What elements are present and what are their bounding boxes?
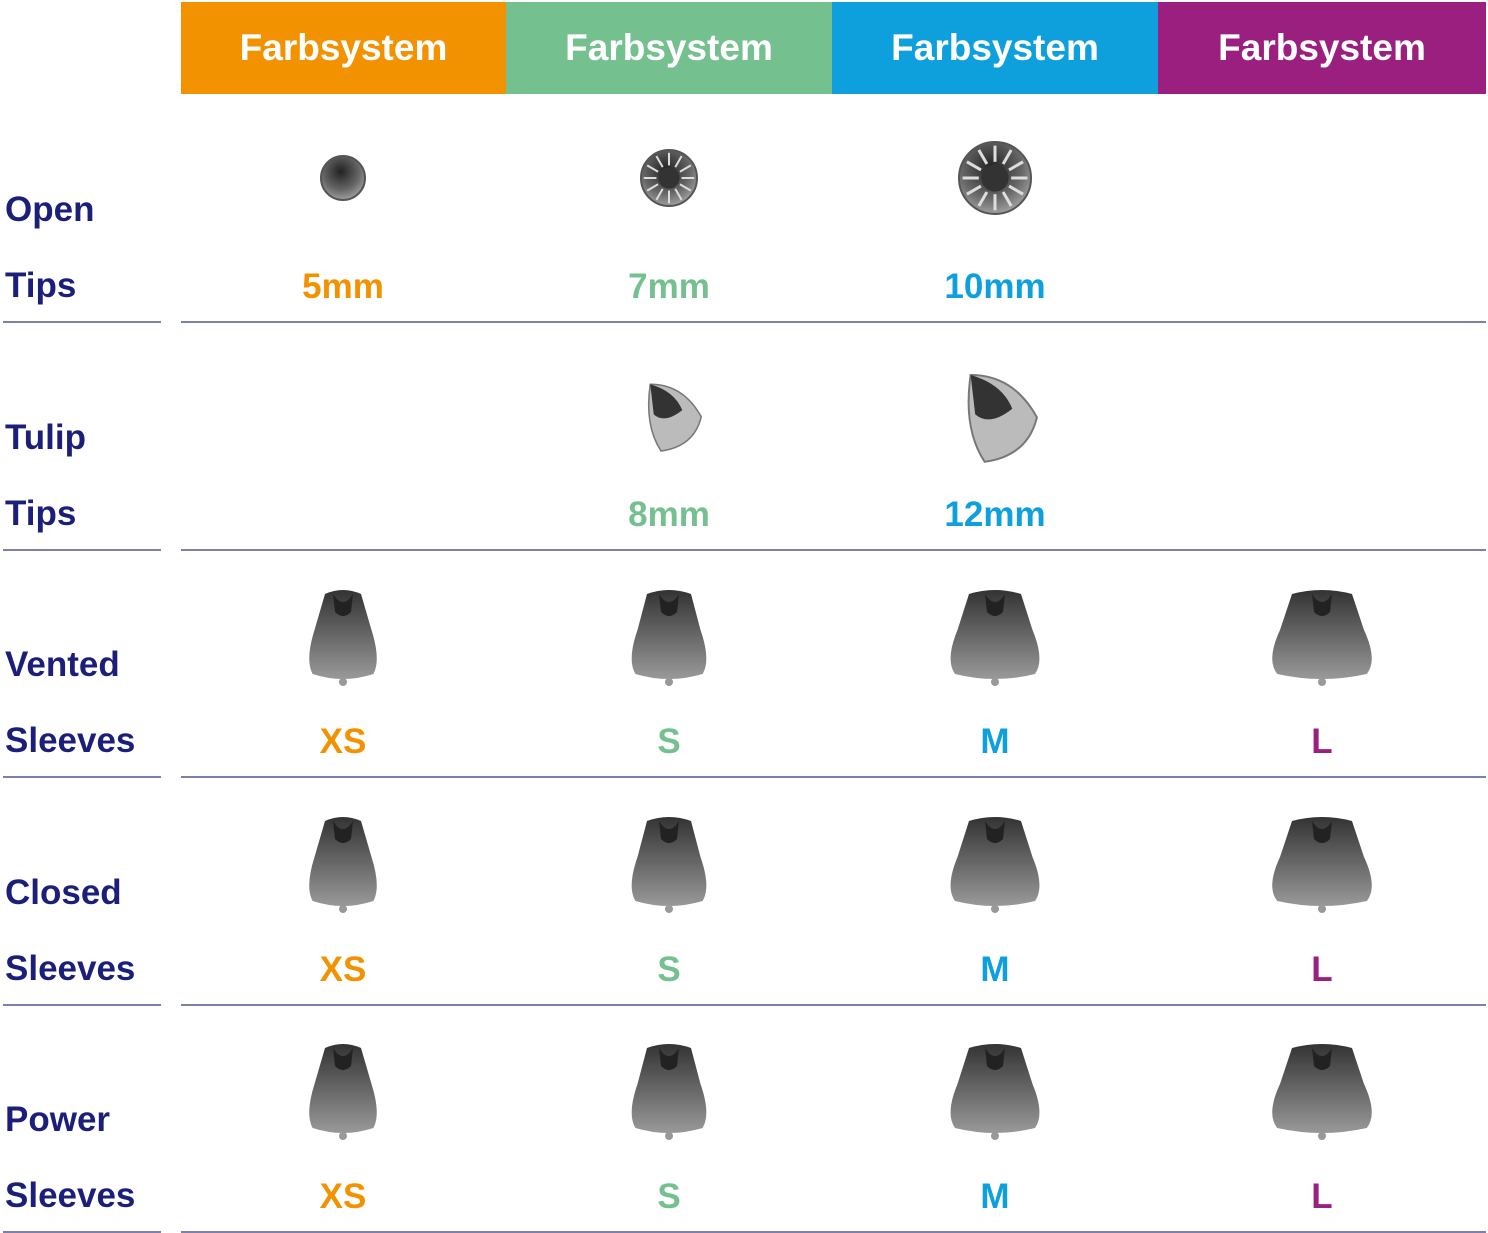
power-sleeve-icon — [309, 1044, 377, 1140]
vented-sleeve-icon — [950, 590, 1040, 686]
size-label: S — [657, 722, 681, 761]
size-label: M — [980, 1177, 1010, 1216]
closed-sleeve-icon — [950, 817, 1040, 913]
row-label: Sleeves — [5, 948, 136, 988]
row-label: Tulip — [5, 417, 86, 457]
size-label: 8mm — [628, 494, 710, 534]
column-header: Farbsystem — [1158, 2, 1486, 94]
row-label: Power — [5, 1100, 111, 1139]
row-divider — [3, 548, 161, 551]
size-label: XS — [319, 949, 367, 989]
row-label: Vented — [5, 645, 120, 684]
open-tip-icon — [320, 155, 366, 201]
row-divider — [181, 321, 1486, 323]
power-sleeve-icon — [631, 1044, 707, 1140]
row-divider — [3, 1003, 161, 1006]
size-label: M — [980, 722, 1010, 761]
row-divider — [181, 776, 1486, 778]
row-divider — [3, 776, 161, 778]
row-divider — [3, 321, 161, 323]
size-label: S — [657, 1177, 681, 1216]
size-label: L — [1311, 722, 1333, 761]
tulip-tip-icon — [967, 373, 1038, 463]
row-label: Sleeves — [5, 721, 136, 760]
size-label: 10mm — [944, 267, 1046, 306]
power-sleeve-icon — [1272, 1044, 1372, 1140]
open-tip-icon — [958, 141, 1032, 215]
closed-sleeve-icon — [631, 817, 707, 913]
size-label: 7mm — [628, 267, 710, 306]
row-divider — [181, 1003, 1486, 1006]
row-divider — [181, 1231, 1486, 1233]
closed-sleeve-icon — [309, 817, 377, 913]
size-label: L — [1311, 1177, 1333, 1216]
size-label: M — [980, 949, 1010, 989]
size-label: L — [1311, 949, 1333, 989]
size-label: S — [657, 949, 681, 989]
column-header: Farbsystem — [506, 2, 832, 94]
row-label: Open — [5, 190, 95, 229]
size-label: XS — [319, 1177, 367, 1216]
row-divider — [3, 1231, 161, 1233]
row-divider — [181, 548, 1486, 551]
tulip-tip-icon — [647, 383, 703, 452]
size-label: 12mm — [944, 494, 1046, 534]
open-tip-icon — [640, 149, 698, 207]
row-label: Closed — [5, 872, 122, 912]
closed-sleeve-icon — [1272, 817, 1372, 913]
column-header: Farbsystem — [181, 2, 506, 94]
vented-sleeve-icon — [309, 590, 377, 686]
power-sleeve-icon — [950, 1044, 1040, 1140]
row-label: Tips — [5, 493, 77, 533]
vented-sleeve-icon — [631, 590, 707, 686]
size-label: 5mm — [302, 267, 384, 306]
vented-sleeve-icon — [1272, 590, 1372, 686]
column-header: Farbsystem — [832, 2, 1158, 94]
row-label: Sleeves — [5, 1176, 136, 1215]
row-label: Tips — [5, 266, 77, 305]
size-label: XS — [319, 722, 367, 761]
